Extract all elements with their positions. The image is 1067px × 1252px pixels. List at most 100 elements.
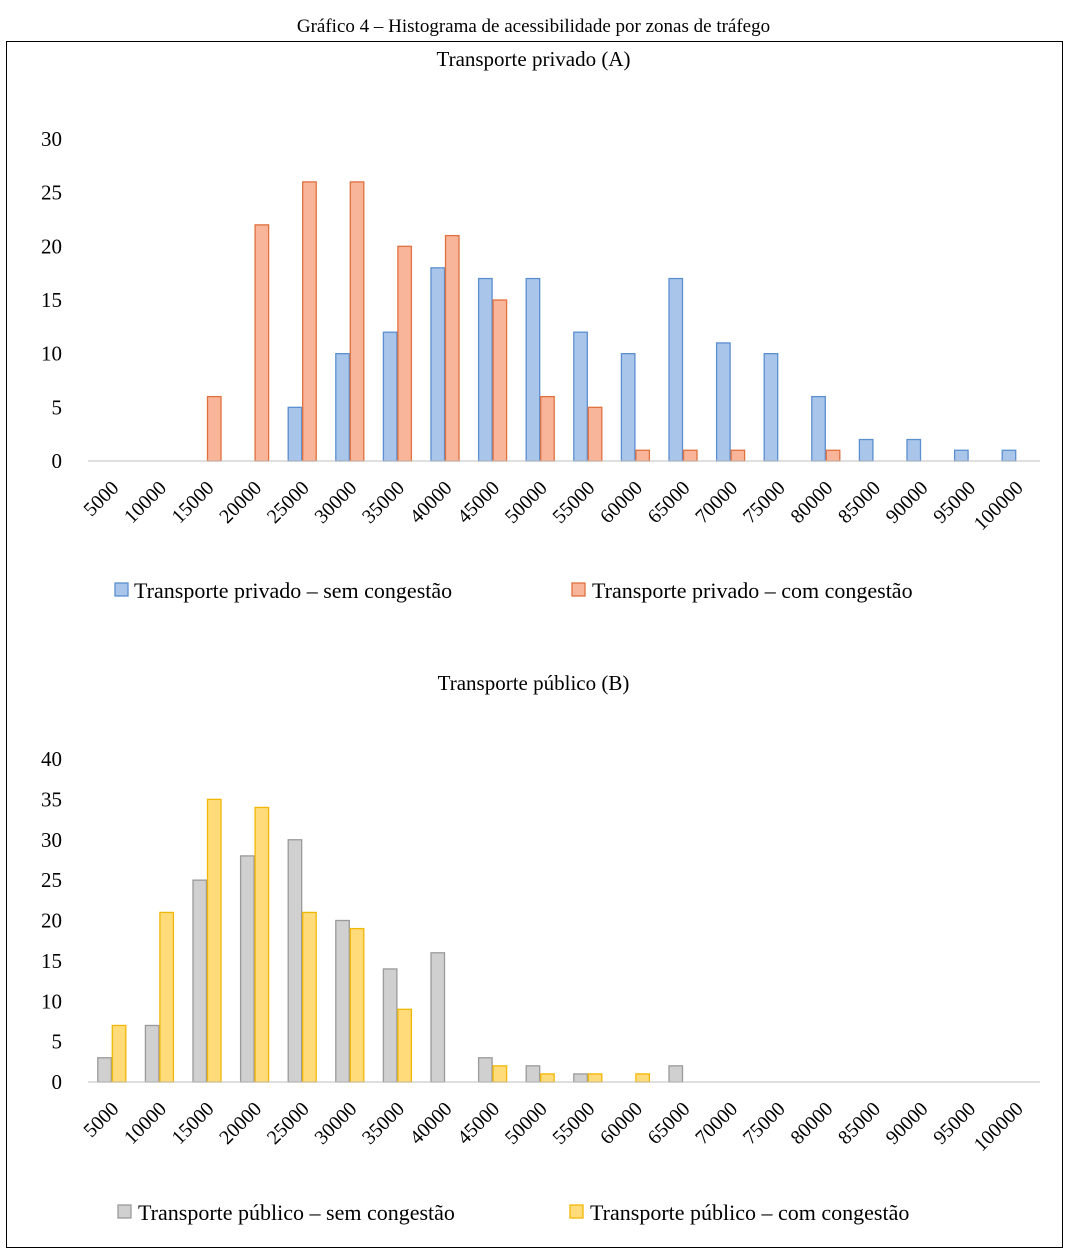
bar-com-congestao: [492, 1065, 508, 1083]
legend-swatch: [117, 1204, 132, 1219]
x-tick-label: 30000: [310, 1098, 361, 1149]
bar-sem-congestao: [335, 353, 350, 462]
y-tick-label: 15: [41, 949, 62, 973]
y-tick-label: 30: [41, 828, 62, 852]
bar-sem-congestao: [715, 342, 731, 462]
chart-private-transport: Transporte privado (A)051015202530500010…: [41, 47, 1040, 603]
bar-com-congestao: [682, 449, 698, 462]
x-tick-label: 75000: [739, 1098, 790, 1149]
y-tick-label: 20: [41, 234, 62, 258]
bar-sem-congestao: [382, 968, 398, 1083]
x-tick-label: 5000: [79, 1098, 123, 1142]
bar-com-congestao: [302, 181, 317, 462]
bar-sem-congestao: [858, 438, 874, 462]
bar-com-congestao: [444, 234, 460, 462]
x-tick-label: 30000: [310, 477, 361, 528]
bar-com-congestao: [349, 927, 365, 1083]
bar-sem-congestao: [668, 1065, 684, 1083]
bar-sem-congestao: [763, 353, 779, 462]
bar-sem-congestao: [335, 919, 350, 1083]
bar-com-congestao: [302, 911, 317, 1083]
legend-label: Transporte privado – sem congestão: [134, 578, 452, 603]
bar-com-congestao: [635, 1073, 651, 1083]
x-tick-label: 25000: [263, 477, 314, 528]
bar-com-congestao: [587, 1073, 603, 1083]
y-tick-label: 10: [41, 989, 62, 1013]
chart-title: Transporte privado (A): [436, 47, 630, 71]
bar-com-congestao: [206, 395, 222, 462]
bar-com-congestao: [825, 449, 841, 462]
y-tick-label: 20: [41, 909, 62, 933]
bar-com-congestao: [397, 245, 413, 462]
y-tick-label: 15: [41, 288, 62, 312]
x-tick-label: 80000: [786, 1098, 837, 1149]
bar-sem-congestao: [906, 438, 922, 462]
chart-public-transport: Transporte público (B) 0 5 10 15 20 25 30 35 40 50…: [41, 671, 1040, 1225]
bar-sem-congestao: [287, 406, 303, 462]
bar-com-congestao: [111, 1024, 127, 1083]
y-tick-label: 35: [41, 787, 62, 811]
x-tick-label: 65000: [644, 477, 695, 528]
x-tick-label: 35000: [358, 477, 409, 528]
y-tick-label: 40: [41, 747, 62, 771]
bar-sem-congestao: [953, 449, 969, 462]
x-tick-label: 85000: [834, 1098, 885, 1149]
y-tick-label: 0: [52, 449, 63, 473]
x-tick-label: 70000: [691, 477, 742, 528]
x-tick-label: 40000: [406, 477, 457, 528]
x-tick-label: 45000: [453, 477, 504, 528]
bar-sem-congestao: [525, 1065, 541, 1083]
legend-swatch: [571, 582, 586, 597]
bar-sem-congestao: [192, 879, 208, 1083]
x-tick-label: 80000: [786, 477, 837, 528]
bar-sem-congestao: [239, 855, 255, 1083]
x-tick-label: 15000: [168, 477, 219, 528]
bar-com-congestao: [159, 911, 175, 1083]
y-tick-label: 5: [52, 395, 63, 419]
y-tick-label: 25: [41, 181, 62, 205]
bar-sem-congestao: [382, 331, 398, 462]
figure-caption: Gráfico 4 – Histograma de acessibilidade…: [296, 16, 771, 37]
x-tick-label: 60000: [596, 1098, 647, 1149]
x-tick-label: 35000: [358, 1098, 409, 1149]
x-tick-label: 20000: [215, 1098, 266, 1149]
x-tick-label: 85000: [834, 477, 885, 528]
bar-sem-congestao: [97, 1057, 112, 1083]
bar-com-congestao: [730, 449, 746, 462]
x-tick-label: 100000: [970, 1098, 1028, 1156]
bar-sem-congestao: [811, 395, 826, 462]
bar-sem-congestao: [668, 277, 684, 462]
y-tick-label: 10: [41, 342, 62, 366]
y-tick-label: 30: [41, 127, 62, 151]
bar-com-congestao: [540, 395, 555, 462]
chart-frame: [6, 41, 1063, 1248]
bar-sem-congestao: [477, 1057, 493, 1083]
x-tick-label: 55000: [548, 477, 599, 528]
bar-sem-congestao: [573, 331, 588, 462]
bar-sem-congestao: [430, 952, 446, 1083]
x-tick-label: 45000: [453, 1098, 504, 1149]
y-tick-label: 0: [52, 1070, 63, 1094]
bar-sem-congestao: [477, 277, 493, 462]
x-tick-label: 55000: [548, 1098, 599, 1149]
bar-com-congestao: [206, 798, 222, 1083]
legend-swatch: [114, 582, 129, 597]
x-tick-label: 10000: [120, 1098, 171, 1149]
x-tick-label: 90000: [882, 477, 933, 528]
x-tick-label: 70000: [691, 1098, 742, 1149]
bar-sem-congestao: [144, 1024, 160, 1083]
bar-sem-congestao: [430, 267, 446, 462]
bar-com-congestao: [349, 181, 365, 462]
x-tick-label: 5000: [79, 477, 123, 521]
y-tick-label: 25: [41, 868, 62, 892]
chart-title: Transporte público (B): [438, 671, 630, 695]
legend-label: Transporte privado – com congestão: [592, 578, 913, 603]
bar-com-congestao: [587, 406, 603, 462]
x-tick-label: 90000: [882, 1098, 933, 1149]
bar-sem-congestao: [287, 839, 303, 1083]
x-tick-label: 15000: [168, 1098, 219, 1149]
bar-com-congestao: [635, 449, 651, 462]
x-tick-label: 75000: [739, 477, 790, 528]
legend-label: Transporte público – sem congestão: [138, 1200, 455, 1225]
